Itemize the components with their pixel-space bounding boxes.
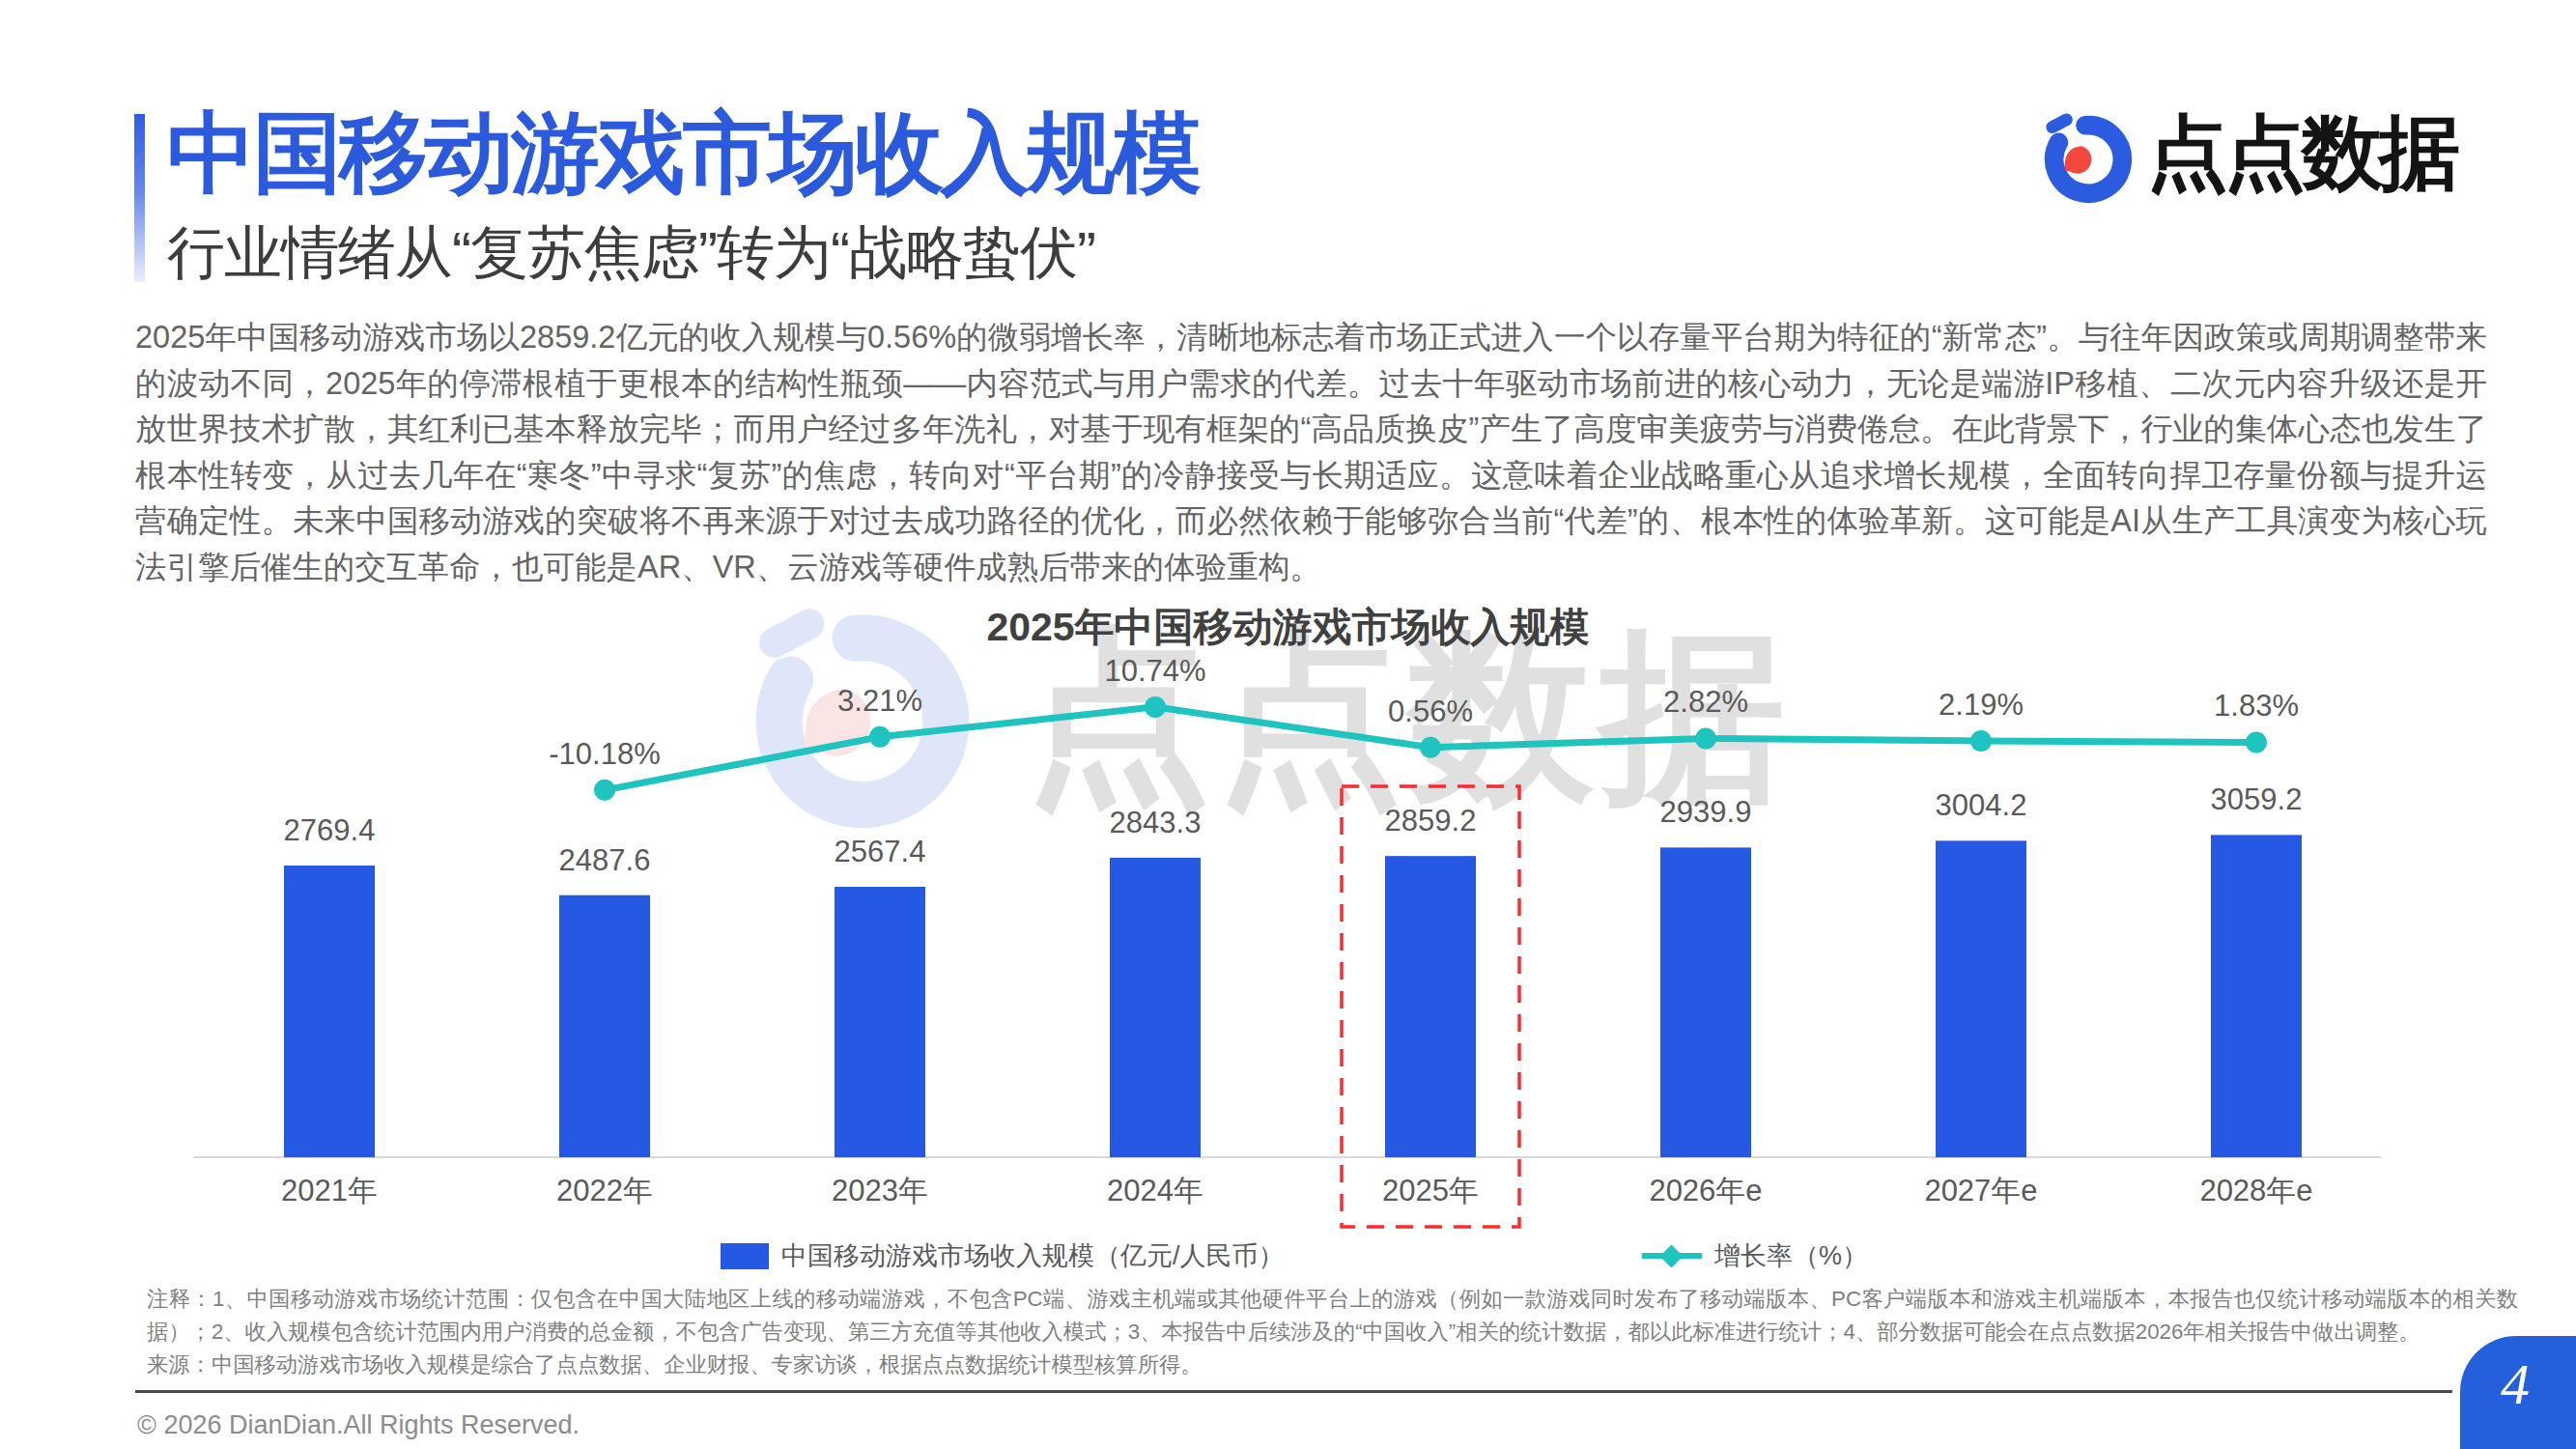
bar-value-2021年: 2769.4 xyxy=(284,813,376,847)
growth-label-2027年e: 2.19% xyxy=(1939,688,2024,722)
x-label-2026年e: 2026年e xyxy=(1649,1174,1762,1208)
bar-value-2025年: 2859.2 xyxy=(1385,804,1477,838)
growth-label-2026年e: 2.82% xyxy=(1663,685,1748,719)
footer-divider xyxy=(135,1390,2452,1393)
growth-point-2026年e xyxy=(1695,727,1716,749)
growth-label-2024年: 10.74% xyxy=(1104,654,1205,688)
legend-line-diamond xyxy=(1659,1244,1683,1267)
x-label-2027年e: 2027年e xyxy=(1924,1174,2037,1208)
bar-value-2026年e: 2939.9 xyxy=(1660,795,1752,829)
bar-2023年 xyxy=(835,887,925,1157)
page-number: 4 xyxy=(2501,1351,2530,1418)
x-label-2023年: 2023年 xyxy=(832,1174,928,1208)
revenue-chart: 2769.4 2021年 2487.6 2022年 2567.4 2023年 2843.3 2… xyxy=(0,0,2576,1449)
note-source: 来源：中国移动游戏市场收入规模是综合了点点数据、企业财报、专家访谈，根据点点数据… xyxy=(147,1349,2518,1381)
legend-line-label: 增长率（%） xyxy=(1714,1238,1868,1273)
bar-value-2022年: 2487.6 xyxy=(559,843,651,877)
legend-bar-swatch xyxy=(721,1243,769,1269)
bar-value-2023年: 2567.4 xyxy=(835,835,926,868)
x-label-2021年: 2021年 xyxy=(281,1174,378,1208)
bar-2028年e xyxy=(2211,835,2302,1157)
growth-label-2023年: 3.21% xyxy=(837,684,922,718)
legend-line-mark xyxy=(1642,1243,1702,1269)
growth-point-2024年 xyxy=(1145,696,1166,718)
bar-2024年 xyxy=(1110,858,1201,1157)
copyright: © 2026 DianDian.All Rights Reserved. xyxy=(137,1410,580,1440)
bar-2022年 xyxy=(559,895,650,1157)
report-page: 中国移动游戏市场收入规模 行业情绪从“复苏焦虑”转为“战略蛰伏” 点点数据 20… xyxy=(0,0,2576,1449)
note-annotation: 注释：1、中国移动游戏市场统计范围：仅包含在中国大陆地区上线的移动端游戏，不包含… xyxy=(147,1283,2518,1349)
x-label-2025年: 2025年 xyxy=(1382,1174,1479,1208)
growth-label-2022年: -10.18% xyxy=(549,737,660,771)
growth-point-2027年e xyxy=(1970,730,1992,752)
bar-2021年 xyxy=(284,866,375,1157)
legend-bar-label: 中国移动游戏市场收入规模（亿元/人民币） xyxy=(781,1238,1285,1273)
page-number-badge: 4 xyxy=(2460,1336,2576,1449)
growth-point-2022年 xyxy=(594,780,615,801)
bar-2025年 xyxy=(1385,856,1476,1157)
x-label-2028年e: 2028年e xyxy=(2199,1174,2312,1208)
x-label-2022年: 2022年 xyxy=(556,1174,653,1208)
growth-label-2028年e: 1.83% xyxy=(2214,689,2299,723)
notes: 注释：1、中国移动游戏市场统计范围：仅包含在中国大陆地区上线的移动端游戏，不包含… xyxy=(147,1283,2518,1381)
growth-point-2025年 xyxy=(1420,737,1441,758)
legend-bar-series: 中国移动游戏市场收入规模（亿元/人民币） xyxy=(721,1238,1285,1273)
legend-line-series: 增长率（%） xyxy=(1642,1238,1868,1273)
growth-point-2028年e xyxy=(2246,731,2267,753)
growth-label-2025年: 0.56% xyxy=(1388,695,1473,728)
bar-2026年e xyxy=(1660,847,1751,1157)
growth-point-2023年 xyxy=(869,726,891,748)
bar-value-2024年: 2843.3 xyxy=(1110,806,1202,839)
bar-value-2028年e: 3059.2 xyxy=(2211,782,2303,816)
bar-value-2027年e: 3004.2 xyxy=(1936,788,2027,822)
bar-2027年e xyxy=(1936,840,2026,1157)
x-label-2024年: 2024年 xyxy=(1107,1174,1203,1208)
